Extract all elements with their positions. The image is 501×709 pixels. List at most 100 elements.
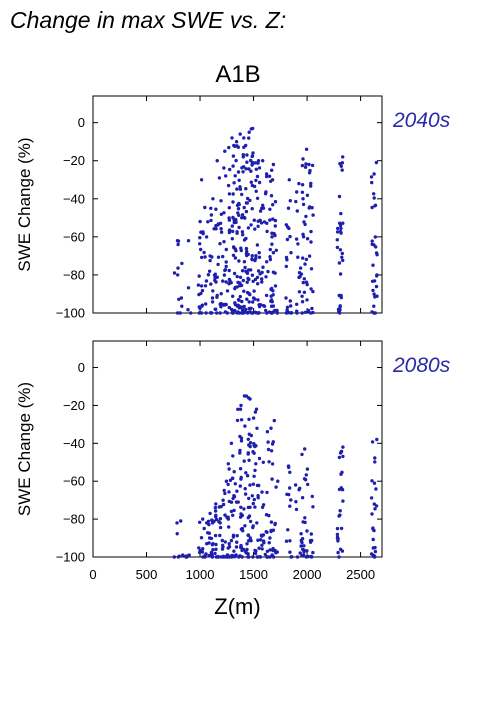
data-point bbox=[338, 513, 342, 517]
data-point bbox=[294, 507, 299, 512]
data-point bbox=[227, 490, 231, 494]
data-point bbox=[219, 504, 223, 509]
data-point bbox=[265, 555, 269, 559]
data-point bbox=[306, 554, 311, 559]
data-point bbox=[339, 526, 344, 531]
data-point bbox=[373, 456, 377, 460]
y-tick-label: 0 bbox=[78, 115, 85, 130]
data-point bbox=[369, 552, 374, 556]
data-point bbox=[232, 508, 236, 513]
data-point bbox=[253, 551, 258, 556]
data-point bbox=[214, 280, 218, 284]
data-point bbox=[248, 483, 252, 487]
data-point bbox=[273, 224, 277, 228]
data-point bbox=[230, 553, 234, 558]
data-point bbox=[197, 274, 201, 278]
data-point bbox=[371, 263, 375, 267]
data-point bbox=[226, 554, 231, 558]
data-point bbox=[245, 201, 249, 205]
data-point bbox=[339, 472, 343, 476]
data-point bbox=[227, 206, 231, 210]
data-point bbox=[300, 537, 305, 541]
data-point bbox=[235, 285, 239, 289]
data-point bbox=[309, 229, 313, 234]
data-point bbox=[295, 302, 299, 306]
data-point bbox=[287, 465, 291, 470]
data-point bbox=[242, 311, 246, 315]
data-point bbox=[251, 501, 255, 506]
data-point bbox=[257, 304, 262, 309]
data-point bbox=[288, 199, 292, 203]
data-point bbox=[264, 275, 268, 279]
data-point bbox=[224, 174, 228, 178]
data-point bbox=[223, 310, 228, 314]
data-point bbox=[373, 235, 377, 239]
data-point bbox=[253, 444, 257, 449]
data-point bbox=[338, 308, 342, 312]
data-point bbox=[180, 261, 184, 266]
data-point bbox=[221, 502, 226, 507]
data-point bbox=[268, 207, 272, 211]
y-tick-label: −20 bbox=[63, 153, 85, 168]
y-tick-label: −100 bbox=[56, 550, 85, 565]
data-point bbox=[270, 442, 275, 446]
data-point bbox=[341, 445, 345, 449]
data-point bbox=[186, 554, 190, 558]
data-point bbox=[239, 439, 244, 443]
data-point bbox=[246, 252, 250, 257]
data-point bbox=[222, 273, 227, 277]
data-point bbox=[233, 308, 237, 313]
data-point bbox=[309, 184, 313, 188]
data-point bbox=[216, 255, 221, 259]
data-point bbox=[202, 250, 206, 255]
data-point bbox=[176, 266, 180, 270]
data-point bbox=[221, 543, 225, 547]
data-point bbox=[213, 272, 217, 276]
data-point bbox=[231, 164, 235, 168]
data-point bbox=[207, 522, 211, 527]
data-point bbox=[179, 296, 184, 300]
data-point bbox=[245, 474, 250, 478]
data-point bbox=[259, 538, 263, 542]
data-point bbox=[256, 298, 260, 302]
data-point bbox=[241, 233, 245, 237]
data-point bbox=[219, 227, 223, 231]
data-point bbox=[301, 235, 306, 239]
data-point bbox=[370, 440, 375, 444]
data-point bbox=[238, 448, 242, 453]
data-point bbox=[374, 504, 379, 508]
data-point bbox=[264, 174, 269, 179]
data-point bbox=[371, 288, 375, 293]
data-point bbox=[261, 265, 265, 269]
data-point bbox=[234, 158, 238, 163]
data-point bbox=[242, 165, 246, 169]
data-point bbox=[339, 226, 343, 231]
data-point bbox=[199, 247, 203, 252]
data-point bbox=[264, 293, 269, 298]
data-point bbox=[244, 471, 248, 475]
data-point bbox=[223, 149, 227, 153]
data-point bbox=[218, 521, 222, 525]
data-point bbox=[245, 542, 249, 546]
data-point bbox=[298, 266, 303, 270]
data-point bbox=[211, 548, 215, 552]
data-point bbox=[223, 491, 227, 496]
data-point bbox=[374, 160, 379, 165]
data-point bbox=[237, 259, 241, 263]
data-point bbox=[214, 542, 218, 547]
data-point bbox=[272, 418, 276, 423]
data-point bbox=[219, 199, 223, 203]
data-point bbox=[264, 308, 268, 313]
data-point bbox=[240, 269, 245, 273]
data-point bbox=[270, 311, 274, 315]
data-point bbox=[374, 284, 379, 289]
data-point bbox=[268, 255, 272, 259]
data-point bbox=[267, 513, 271, 518]
data-point bbox=[232, 271, 237, 276]
data-point bbox=[260, 270, 264, 275]
data-point bbox=[239, 543, 243, 548]
data-point bbox=[203, 205, 207, 210]
data-point bbox=[339, 231, 343, 235]
data-point bbox=[300, 183, 305, 187]
data-point bbox=[229, 441, 234, 445]
